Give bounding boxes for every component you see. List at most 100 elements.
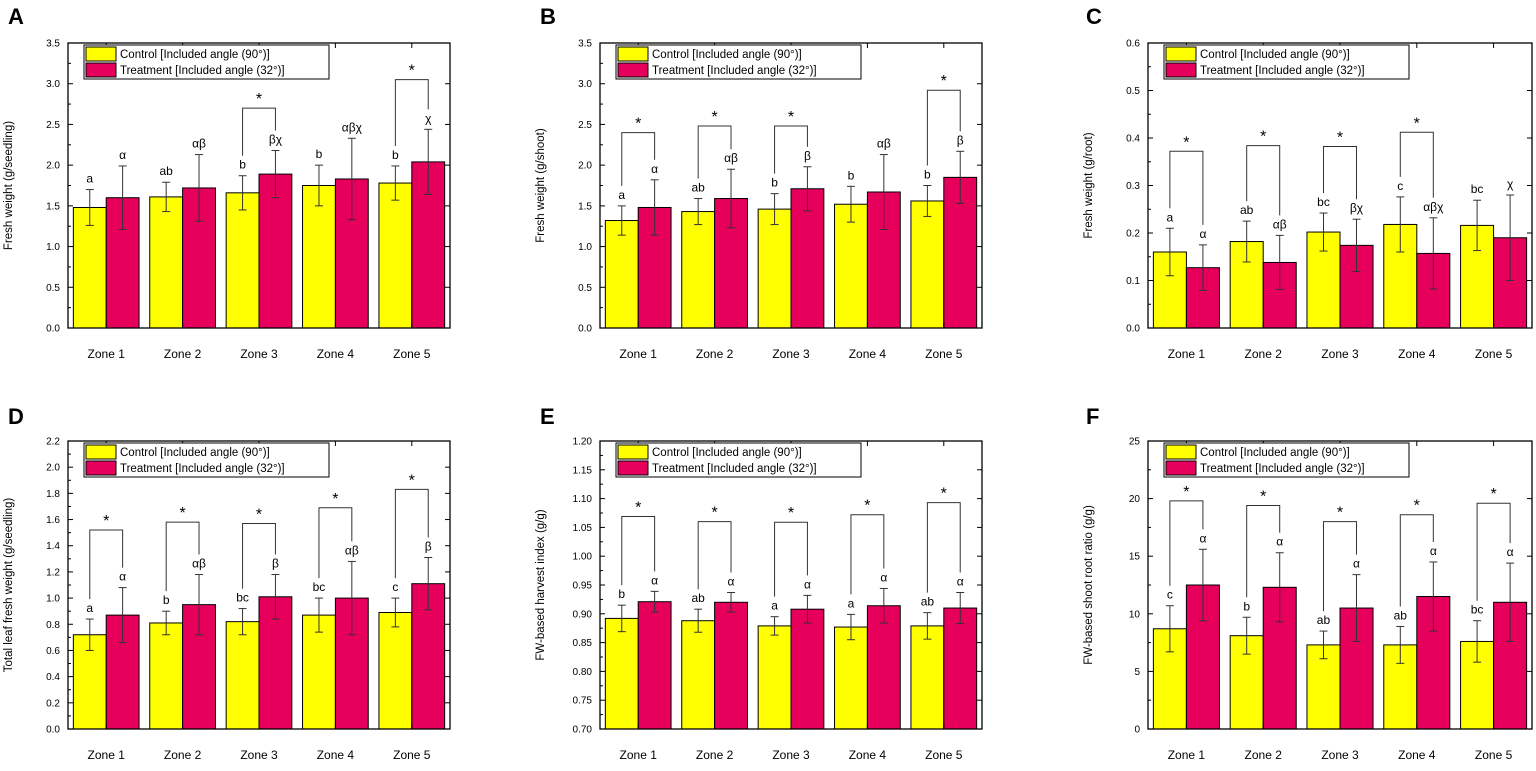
y-tick-label: 0 xyxy=(1134,725,1140,736)
y-tick-label: 1.0 xyxy=(46,594,60,605)
significance-bracket xyxy=(318,507,353,579)
bar xyxy=(681,211,716,329)
bar xyxy=(225,192,260,329)
y-axis-label: Fresh weight (g/root) xyxy=(1083,132,1095,238)
y-tick-label: 2.0 xyxy=(46,463,60,474)
y-tick-label: 0.2 xyxy=(1126,229,1140,240)
significance-star: * xyxy=(409,472,415,489)
legend-label: Control [Included angle (90°)] xyxy=(1200,49,1350,61)
significance-letter: α xyxy=(1199,531,1206,545)
significance-bracket xyxy=(394,79,429,146)
y-tick-label: 5 xyxy=(1134,667,1140,678)
significance-bracket xyxy=(621,132,656,186)
y-axis-label: FW-based harvest index (g/g) xyxy=(535,509,547,660)
y-tick-label: 0.0 xyxy=(46,324,60,335)
significance-letter: α xyxy=(119,148,126,162)
y-tick-label: 1.0 xyxy=(578,242,592,253)
bar xyxy=(834,203,868,329)
y-tick-label: 0.0 xyxy=(46,725,60,736)
y-tick-label: 1.2 xyxy=(46,567,60,578)
significance-letter: a xyxy=(86,601,93,615)
y-tick-label: 0.0 xyxy=(578,324,592,335)
bar xyxy=(72,206,107,329)
bar xyxy=(637,601,672,730)
y-tick-label: 20 xyxy=(1129,494,1141,505)
legend: Control [Included angle (90°)] Treatment … xyxy=(615,44,862,80)
significance-letter: χ xyxy=(425,111,432,125)
panel-c: Ca ab bc c bc α αβ βχ αβχ χ * * * * 0.0 0.1 0.2 0.3 0.4 0.5… xyxy=(1083,4,1533,361)
significance-letter: β xyxy=(425,540,432,554)
significance-letter: β xyxy=(272,557,279,571)
significance-letter: βχ xyxy=(269,132,283,146)
significance-bracket xyxy=(1476,502,1511,601)
x-tick-label: Zone 3 xyxy=(240,347,278,361)
significance-letter: αβ xyxy=(877,137,891,151)
x-tick-label: Zone 2 xyxy=(1245,347,1283,361)
x-tick-label: Zone 4 xyxy=(849,347,887,361)
significance-star: * xyxy=(1414,498,1420,515)
y-tick-label: 3.5 xyxy=(578,39,592,50)
y-tick-label: 0.85 xyxy=(573,638,593,649)
significance-letter: αβχ xyxy=(1423,200,1444,214)
significance-star: * xyxy=(332,491,338,508)
legend-label: Control [Included angle (90°)] xyxy=(120,49,270,61)
y-tick-label: 0.80 xyxy=(573,667,593,678)
legend-swatch xyxy=(85,460,117,476)
significance-star: * xyxy=(1183,484,1189,501)
y-tick-label: 0.90 xyxy=(573,609,593,620)
significance-bracket xyxy=(1169,500,1204,586)
y-tick-label: 25 xyxy=(1129,437,1141,448)
significance-letter: αβχ xyxy=(342,120,363,134)
significance-letter: αβ xyxy=(724,151,738,165)
significance-star: * xyxy=(409,63,415,80)
significance-letter: bc xyxy=(1317,195,1330,209)
significance-star: * xyxy=(788,505,794,522)
bar xyxy=(302,185,336,329)
significance-letter: ab xyxy=(1240,203,1254,217)
x-tick-label: Zone 3 xyxy=(1321,748,1359,762)
significance-bracket xyxy=(1322,521,1358,612)
legend: Control [Included angle (90°)] Treatment … xyxy=(83,44,330,80)
y-tick-label: 2.5 xyxy=(46,120,60,131)
significance-bracket xyxy=(242,522,276,589)
bar xyxy=(302,614,336,730)
x-tick-label: Zone 4 xyxy=(317,748,355,762)
significance-star: * xyxy=(635,499,641,516)
significance-star: * xyxy=(1337,505,1343,522)
significance-star: * xyxy=(941,73,947,90)
bar xyxy=(943,607,978,730)
significance-letter: αβ xyxy=(192,557,206,571)
significance-star: * xyxy=(179,505,185,522)
significance-bracket xyxy=(242,107,276,156)
significance-letter: χ xyxy=(1507,177,1514,191)
significance-letter: b xyxy=(618,587,625,601)
y-tick-label: 1.15 xyxy=(573,465,593,476)
significance-letter: a xyxy=(618,188,625,202)
x-tick-label: Zone 3 xyxy=(240,748,278,762)
legend-label: Control [Included angle (90°)] xyxy=(1200,447,1350,459)
x-tick-label: Zone 4 xyxy=(317,347,355,361)
y-tick-label: 1.00 xyxy=(573,552,593,563)
significance-bracket xyxy=(774,125,808,174)
x-tick-label: Zone 2 xyxy=(164,748,202,762)
significance-bracket xyxy=(1169,150,1204,225)
y-tick-label: 1.05 xyxy=(573,523,593,534)
x-tick-label: Zone 4 xyxy=(849,748,887,762)
legend-swatch xyxy=(617,444,649,460)
x-tick-label: Zone 5 xyxy=(393,748,431,762)
y-tick-label: 0.4 xyxy=(1126,134,1140,145)
y-tick-label: 1.20 xyxy=(573,437,593,448)
significance-star: * xyxy=(1183,134,1189,151)
significance-letter: bc xyxy=(236,591,249,605)
significance-letter: β xyxy=(804,149,811,163)
bar xyxy=(378,611,413,730)
significance-bracket xyxy=(926,89,961,166)
significance-letter: αβ xyxy=(1273,217,1287,231)
panel-b: Ba ab b b b α αβ β αβ β * * * * 0.0 0.5 1.0 1.5 2.0 2.5 3.0 3… xyxy=(535,4,983,361)
x-tick-label: Zone 2 xyxy=(164,347,202,361)
x-tick-label: Zone 5 xyxy=(1475,748,1513,762)
legend-box xyxy=(83,442,330,478)
significance-bracket xyxy=(621,515,656,586)
